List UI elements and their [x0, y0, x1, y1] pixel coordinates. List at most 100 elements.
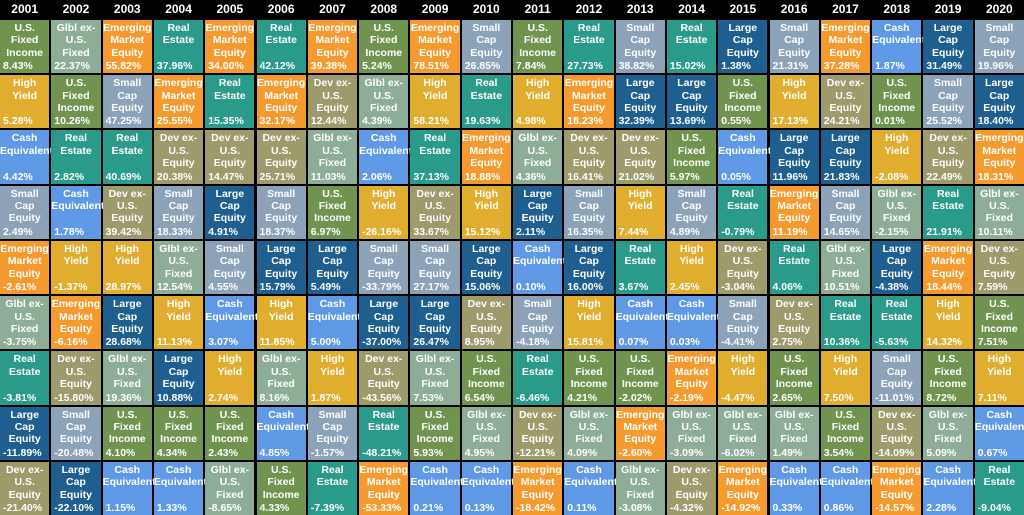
return-cell: Small Cap Equity -11.01% [872, 351, 922, 405]
return-cell: Cash Equivalent 0.03% [666, 296, 720, 350]
year-header-2018: 2018 [883, 2, 911, 16]
return-value: -14.09% [875, 446, 915, 459]
asset-class-label: Large Cap Equity [675, 77, 708, 115]
return-cell: Dev ex- U.S. Equity 33.67% [410, 185, 460, 239]
asset-class-label: High Yield [833, 353, 858, 378]
asset-class-label: Real Estate [8, 353, 41, 378]
return-value: 33.67% [413, 225, 450, 238]
asset-class-label: High Yield [576, 298, 602, 323]
return-value: 25.52% [926, 115, 963, 128]
return-value: -48.21% [362, 446, 402, 459]
return-cell: Large Cap Equity 15.79% [256, 240, 306, 295]
asset-class-label: Large Cap Equity [59, 463, 92, 501]
asset-class-label: Glbl ex- U.S. Fixed [877, 187, 916, 225]
asset-class-label: Small Cap Equity [8, 187, 41, 225]
asset-class-label: Dev ex- U.S. Equity [980, 242, 1019, 280]
return-value: 0.21% [413, 501, 444, 514]
return-cell: Dev ex- U.S. Equity -14.09% [872, 406, 922, 460]
asset-class-label: Cash Equivalent [102, 463, 156, 489]
return-cell: Cash Equivalent 0.07% [615, 296, 669, 350]
return-cell: Real Estate -3.81% [0, 351, 50, 405]
return-value: 2.06% [362, 170, 392, 183]
return-cell: U.S. Fixed Income 2.43% [205, 406, 255, 460]
return-cell: U.S. Fixed Income 6.97% [307, 185, 358, 239]
return-cell: Dev ex- U.S. Equity 25.71% [256, 130, 306, 184]
return-value: 8.43% [3, 60, 33, 73]
return-cell: Small Cap Equity 47.25% [102, 75, 152, 129]
return-cell: Small Cap Equity 19.96% [974, 20, 1024, 74]
return-cell: Large Cap Equity 32.39% [615, 75, 665, 129]
return-value: 18.23% [567, 115, 603, 128]
asset-class-label: Emerging Market Equity [154, 77, 203, 115]
return-value: 15.79% [259, 281, 296, 294]
return-value: 25.71% [259, 170, 296, 183]
return-cell: U.S. Fixed Income 10.26% [51, 75, 101, 129]
return-value: 16.00% [567, 281, 603, 294]
return-cell: Cash Equivalent 1.33% [153, 461, 207, 515]
return-value: -2.19% [669, 391, 704, 404]
asset-class-label: High Yield [679, 242, 704, 268]
return-cell: Small Cap Equity 18.37% [256, 185, 306, 239]
return-cell: Large Cap Equity 5.49% [307, 240, 358, 295]
return-cell: Glbl ex- U.S. Fixed 4.09% [564, 406, 614, 460]
asset-class-label: Large Cap Equity [8, 408, 41, 446]
return-cell: Real Estate 21.91% [923, 185, 973, 239]
asset-class-label: Cash Equivalent [513, 242, 567, 268]
return-value: -2.61% [3, 281, 37, 294]
return-cell: Cash Equivalent 0.05% [718, 130, 771, 184]
return-value: 78.51% [413, 60, 450, 73]
return-value: 18.31% [977, 170, 1014, 183]
return-cell: Dev ex- U.S. Equity -12.21% [513, 406, 563, 460]
asset-class-label: High Yield [473, 187, 499, 213]
return-cell: Emerging Market Equity 32.17% [256, 75, 306, 129]
asset-class-label: Small Cap Equity [265, 187, 298, 225]
asset-class-label: Real Estate [880, 298, 913, 323]
return-value: 1.38% [721, 60, 751, 73]
asset-class-label: Real Estate [162, 22, 195, 47]
year-header-2011: 2011 [524, 2, 551, 16]
return-value: 6.54% [464, 391, 495, 404]
asset-class-label: Real Estate [214, 77, 246, 102]
return-cell: Large Cap Equity -4.38% [872, 240, 922, 295]
return-cell: Real Estate 40.69% [102, 130, 152, 184]
return-value: 16.35% [567, 225, 603, 238]
asset-class-label: Dev ex- U.S. Equity [5, 463, 44, 501]
asset-class-label: Glbl ex- U.S. Fixed [5, 298, 44, 335]
asset-class-label: Real Estate [932, 187, 964, 213]
return-value: -3.04% [721, 281, 755, 294]
return-value: 4.34% [156, 446, 187, 459]
return-cell: Large Cap Equity 4.91% [205, 185, 255, 239]
return-cell: Large Cap Equity 13.69% [666, 75, 717, 129]
return-cell: Large Cap Equity 11.96% [769, 130, 819, 184]
return-value: 42.12% [259, 60, 296, 73]
year-header-2014: 2014 [678, 2, 705, 16]
return-cell: High Yield -4.47% [718, 351, 768, 405]
return-value: 15.02% [669, 60, 706, 73]
year-header-2009: 2009 [421, 2, 449, 16]
asset-class-label: Cash Equivalent [359, 132, 413, 157]
asset-class-label: Emerging Market Equity [667, 353, 716, 391]
return-value: 40.69% [105, 170, 142, 183]
return-value: 0.67% [977, 446, 1008, 459]
asset-class-label: Glbl ex- U.S. Fixed [774, 408, 814, 446]
asset-class-label: Large Cap Equity [111, 298, 144, 335]
return-value: 18.37% [259, 225, 296, 238]
return-cell: U.S. Fixed Income 4.34% [153, 406, 204, 460]
return-value: 4.33% [259, 501, 290, 514]
asset-class-label: U.S. Fixed Income [519, 22, 557, 59]
return-value: 4.10% [105, 446, 136, 459]
return-value: 21.83% [823, 170, 860, 183]
return-value: 22.49% [926, 170, 963, 183]
return-value: 0.10% [516, 281, 546, 294]
return-cell: Small Cap Equity -33.79% [359, 240, 409, 295]
return-value: 11.13% [156, 336, 192, 349]
return-cell: Small Cap Equity 27.17% [410, 240, 460, 295]
asset-class-label: Emerging Market Equity [0, 242, 49, 280]
return-cell: Small Cap Equity -20.48% [51, 406, 101, 460]
return-value: 5.09% [926, 446, 957, 459]
return-cell: Dev ex- U.S. Equity 16.41% [564, 130, 614, 184]
return-value: 17.13% [772, 115, 809, 128]
asset-class-label: Large Cap Equity [213, 187, 246, 225]
asset-class-label: U.S. Fixed Income [108, 408, 146, 446]
return-cell: Cash Equivalent 2.28% [923, 461, 977, 515]
